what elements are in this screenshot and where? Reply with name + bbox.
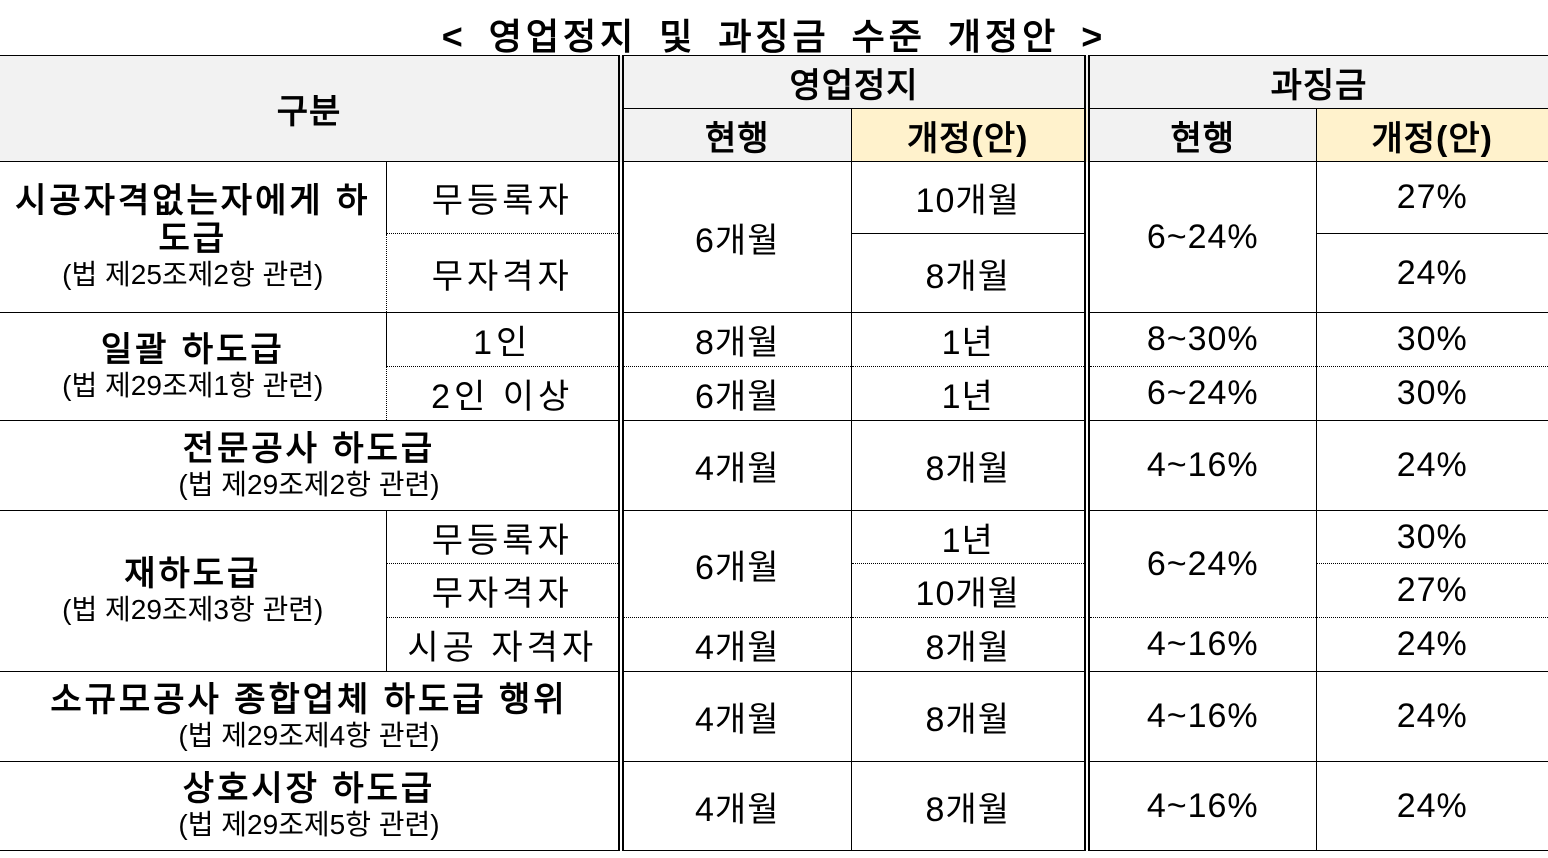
cell: 27%	[1315, 563, 1548, 618]
header-susp-revised: 개정(안)	[850, 108, 1090, 162]
cell: 6개월	[620, 161, 852, 313]
sub-category: 무등록자	[385, 161, 624, 234]
cell: 6개월	[620, 366, 852, 421]
cell: 6~24%	[1086, 510, 1317, 618]
cell: 1년	[850, 366, 1090, 421]
cell: 30%	[1315, 510, 1548, 564]
row-label: 상호시장 하도급 (법 제29조제5항 관련)	[0, 761, 624, 851]
cell: 4~16%	[1086, 420, 1317, 511]
row-label: 소규모공사 종합업체 하도급 행위 (법 제29조제4항 관련)	[0, 671, 624, 762]
sub-category: 시공 자격자	[386, 617, 624, 672]
cell: 8개월	[850, 617, 1090, 672]
cell: 8개월	[620, 312, 852, 367]
cell: 4개월	[620, 617, 852, 672]
cell: 24%	[1315, 761, 1548, 851]
cell: 10개월	[850, 563, 1090, 618]
header-pen-revised: 개정(안)	[1315, 108, 1548, 162]
row-label: 일괄 하도급 (법 제29조제1항 관련)	[0, 312, 387, 421]
cell: 6~24%	[1086, 366, 1317, 421]
cell: 4~16%	[1086, 617, 1317, 672]
sub-category: 무자격자	[386, 563, 624, 618]
cell: 8개월	[850, 761, 1090, 851]
header-pen-current: 현행	[1086, 108, 1317, 162]
cell: 8개월	[850, 420, 1090, 511]
row-label: 전문공사 하도급 (법 제29조제2항 관련)	[0, 420, 624, 511]
cell: 8개월	[850, 671, 1090, 762]
sub-category: 무자격자	[386, 233, 624, 313]
penalty-table: 구분 영업정지 과징금 현행 개정(안) 현행 개정(안) 시공자격없는자에게 …	[0, 55, 1548, 851]
header-susp-current: 현행	[621, 108, 852, 162]
header-category: 구분	[0, 55, 624, 162]
header-penalty: 과징금	[1086, 55, 1548, 109]
cell: 4개월	[620, 761, 852, 851]
row-label: 시공자격없는자에게 하도급 (법 제25조제2항 관련)	[0, 161, 387, 313]
cell: 24%	[1315, 671, 1548, 762]
cell: 4개월	[620, 420, 852, 511]
cell: 30%	[1315, 366, 1548, 421]
cell: 27%	[1315, 161, 1548, 234]
cell: 30%	[1315, 312, 1548, 367]
cell: 4~16%	[1086, 671, 1317, 762]
cell: 4~16%	[1086, 761, 1317, 851]
cell: 6~24%	[1086, 161, 1317, 313]
cell: 1년	[850, 312, 1090, 367]
page-title: < 영업정지 및 과징금 수준 개정안 >	[441, 16, 1107, 57]
sub-category: 무등록자	[385, 510, 624, 564]
cell: 24%	[1315, 420, 1548, 511]
cell: 8개월	[850, 233, 1090, 313]
cell: 24%	[1315, 233, 1548, 313]
cell: 8~30%	[1086, 312, 1317, 367]
header-suspension: 영업정지	[620, 55, 1090, 109]
cell: 1년	[850, 510, 1090, 564]
sub-category: 2인 이상	[386, 366, 624, 421]
sub-category: 1인	[385, 312, 624, 367]
cell: 10개월	[850, 161, 1090, 234]
cell: 24%	[1315, 617, 1548, 672]
cell: 6개월	[620, 510, 852, 618]
row-label: 재하도급 (법 제29조제3항 관련)	[0, 510, 387, 672]
cell: 4개월	[620, 671, 852, 762]
